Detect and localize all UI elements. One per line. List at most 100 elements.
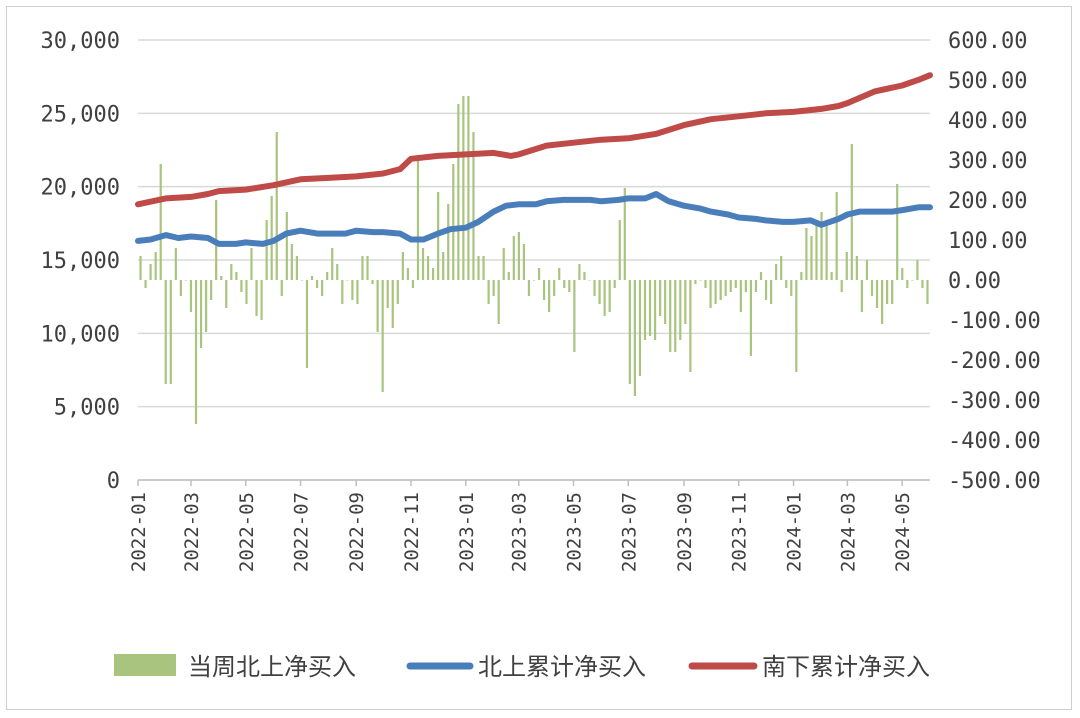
x-tick-label: 2024-03 xyxy=(837,492,859,572)
legend-bar-swatch xyxy=(114,654,176,676)
weekly-bar xyxy=(482,256,485,280)
weekly-bar xyxy=(780,256,783,280)
weekly-bar xyxy=(442,252,445,280)
weekly-bar xyxy=(729,280,732,292)
weekly-bar xyxy=(775,264,778,280)
weekly-bar xyxy=(664,280,667,324)
weekly-bar xyxy=(593,280,596,296)
weekly-bar xyxy=(699,280,702,281)
weekly-bar xyxy=(553,280,556,296)
weekly-bar xyxy=(174,248,177,280)
weekly-bar xyxy=(800,272,803,280)
weekly-bar xyxy=(326,272,329,280)
right-tick-label: -300.00 xyxy=(948,389,1041,414)
weekly-bar xyxy=(502,248,505,280)
weekly-bar xyxy=(290,244,293,280)
weekly-bar xyxy=(835,192,838,280)
weekly-bar xyxy=(361,256,364,280)
weekly-bar xyxy=(517,232,520,280)
x-tick-label: 2022-09 xyxy=(346,492,368,572)
weekly-bar xyxy=(880,280,884,324)
cumulative-lines xyxy=(135,72,933,247)
weekly-bar xyxy=(845,252,848,280)
x-tick-label: 2023-07 xyxy=(618,492,640,572)
weekly-bar xyxy=(260,280,263,320)
weekly-bar xyxy=(250,248,253,280)
weekly-bar xyxy=(659,280,662,316)
weekly-bar xyxy=(891,280,894,304)
weekly-bar xyxy=(346,280,349,281)
weekly-bar xyxy=(855,256,858,280)
weekly-bar xyxy=(926,280,929,304)
right-tick-label: -500.00 xyxy=(948,469,1041,494)
weekly-bar xyxy=(603,280,606,316)
weekly-bar xyxy=(477,256,480,280)
left-tick-label: 20,000 xyxy=(41,176,120,201)
weekly-bar xyxy=(608,280,611,312)
right-tick-label: 400.00 xyxy=(948,109,1027,134)
weekly-bar xyxy=(815,224,818,280)
weekly-bar xyxy=(714,280,717,304)
left-tick-label: 5,000 xyxy=(54,396,120,421)
left-tick-label: 30,000 xyxy=(41,29,120,54)
chart-frame xyxy=(6,6,1072,710)
weekly-bar xyxy=(588,280,591,281)
weekly-bar xyxy=(537,268,541,280)
weekly-bar xyxy=(391,280,394,328)
legend-label-weekly: 当周北上净买入 xyxy=(188,653,356,681)
weekly-bar xyxy=(704,280,707,288)
weekly-bar xyxy=(719,280,722,300)
weekly-bar xyxy=(205,280,208,332)
weekly-bar xyxy=(679,280,682,340)
weekly-bar xyxy=(638,280,642,376)
weekly-bar xyxy=(144,280,147,288)
weekly-bar xyxy=(795,280,798,372)
left-tick-label: 10,000 xyxy=(41,322,120,347)
right-tick-label: 300.00 xyxy=(948,149,1027,174)
weekly-bar xyxy=(512,236,515,280)
weekly-bar xyxy=(245,280,248,304)
legend-label-south: 南下累计净买入 xyxy=(762,653,930,681)
weekly-bar xyxy=(875,280,879,308)
x-tick-label: 2022-01 xyxy=(128,492,150,572)
weekly-bar xyxy=(310,276,314,280)
weekly-bar xyxy=(199,280,203,348)
weekly-bar xyxy=(189,280,193,312)
legend: 当周北上净买入 北上累计净买入 南下累计净买入 xyxy=(114,653,930,681)
weekly-bar xyxy=(356,280,359,304)
weekly-bar xyxy=(285,212,288,280)
weekly-bar xyxy=(648,280,652,336)
weekly-bar xyxy=(734,280,737,288)
weekly-bar xyxy=(275,132,278,280)
weekly-bar xyxy=(684,280,687,324)
weekly-bars xyxy=(139,96,929,424)
weekly-bar xyxy=(598,280,601,304)
weekly-bar xyxy=(860,280,863,312)
right-tick-label: 500.00 xyxy=(948,69,1027,94)
weekly-bar xyxy=(613,280,616,288)
weekly-bar xyxy=(573,280,576,352)
x-tick-label: 2023-05 xyxy=(564,492,586,572)
weekly-bar xyxy=(542,280,546,300)
weekly-bar xyxy=(194,280,198,424)
x-tick-label: 2024-01 xyxy=(784,492,806,572)
weekly-bar xyxy=(179,280,182,296)
legend-label-north: 北上累计净买入 xyxy=(478,653,646,681)
weekly-bar xyxy=(921,280,924,288)
weekly-bar xyxy=(452,164,455,280)
weekly-bar xyxy=(886,280,889,304)
weekly-bar xyxy=(623,188,626,280)
right-tick-label: 200.00 xyxy=(948,189,1027,214)
weekly-bar xyxy=(522,244,526,280)
weekly-bar xyxy=(911,280,914,281)
weekly-bar xyxy=(457,104,460,280)
south-cumulative-line xyxy=(135,72,933,208)
weekly-bar xyxy=(653,280,657,340)
weekly-bar xyxy=(472,132,475,280)
weekly-bar xyxy=(492,280,495,296)
weekly-bar xyxy=(300,280,304,281)
weekly-bar xyxy=(366,256,369,280)
weekly-bar xyxy=(406,268,409,280)
weekly-bar xyxy=(669,280,672,352)
